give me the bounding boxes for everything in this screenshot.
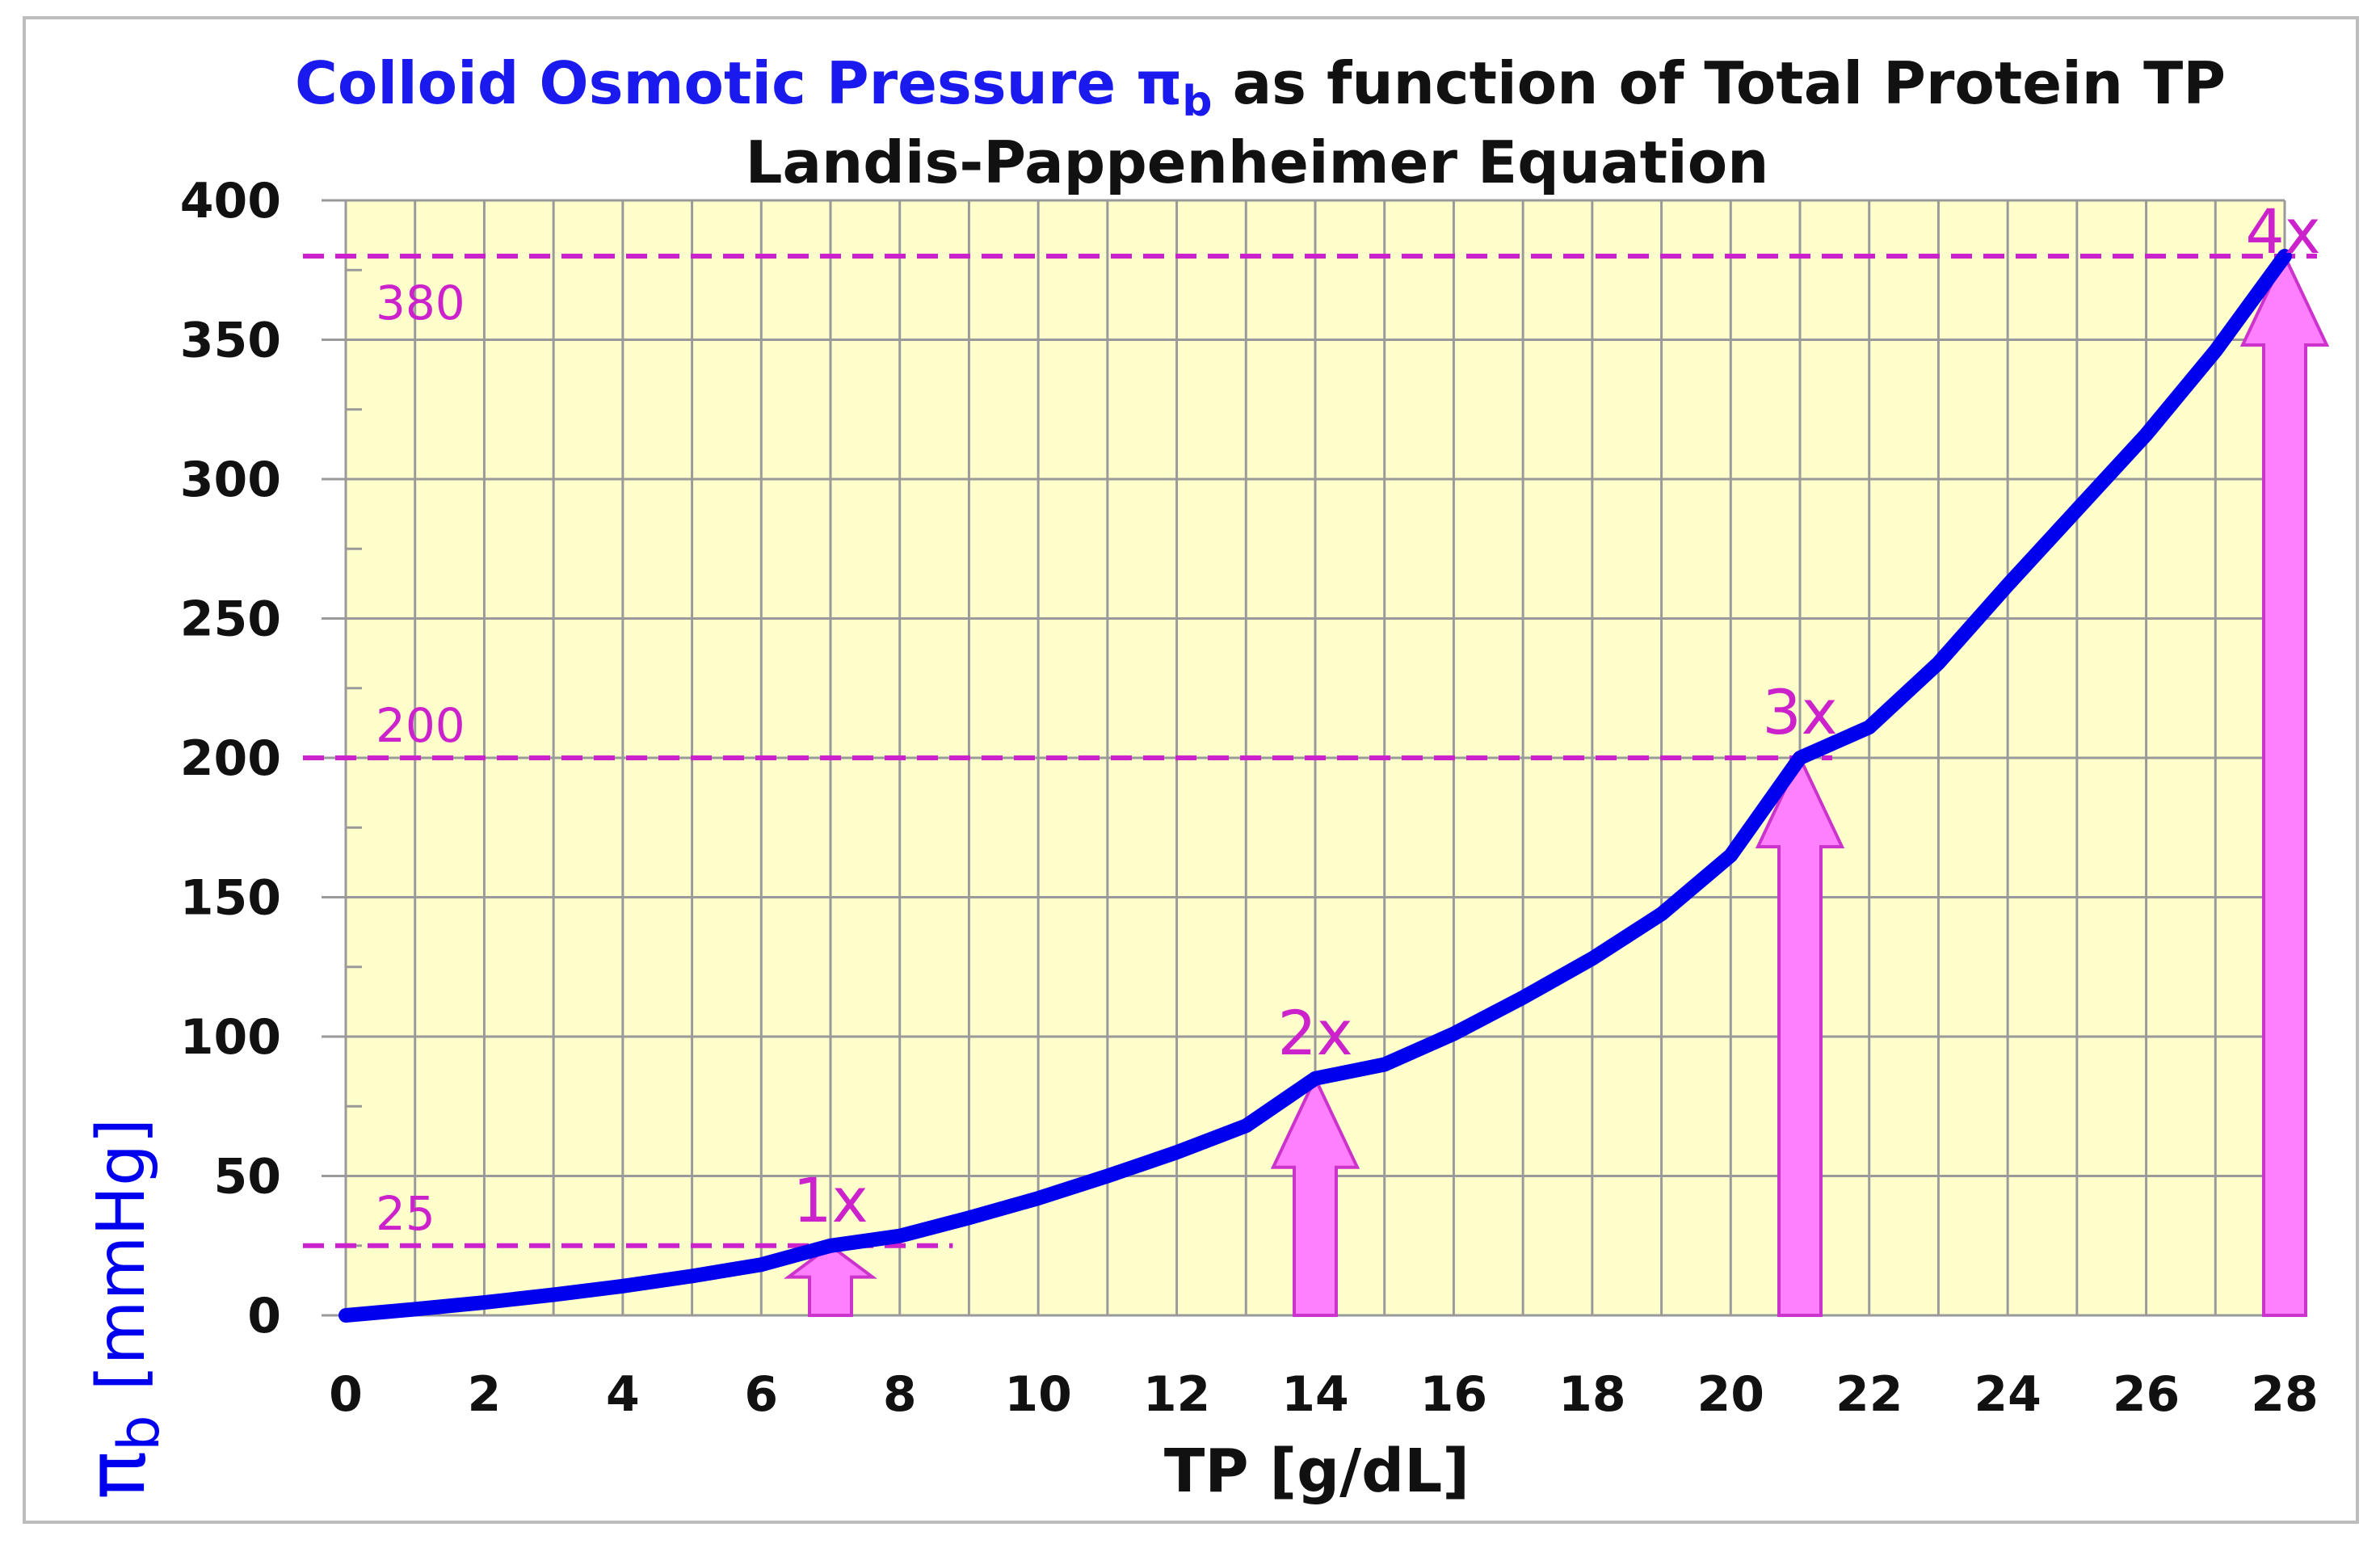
reference-label-380: 380 (376, 276, 465, 330)
data-point (966, 1215, 972, 1221)
y-tick-label: 0 (247, 1288, 281, 1344)
data-point (1174, 1150, 1179, 1155)
data-point (412, 1306, 418, 1312)
data-point (1936, 660, 1941, 666)
multiplier-label-4x: 4x (2245, 196, 2320, 267)
data-point (1589, 956, 1595, 961)
data-point (1798, 755, 1802, 760)
marker-arrows (783, 252, 2330, 1317)
multiplier-labels: 1x 2x 3x 4x (793, 196, 2320, 1236)
arrow-1x (783, 1243, 878, 1317)
data-point (1520, 995, 1526, 1000)
reference-label-25: 25 (376, 1186, 435, 1241)
x-tick-label: 26 (2113, 1366, 2180, 1423)
data-point (689, 1273, 695, 1279)
data-point (1659, 911, 1664, 917)
data-point (620, 1283, 625, 1289)
data-point (481, 1300, 487, 1306)
x-tick-label: 10 (1004, 1366, 1072, 1423)
data-point (897, 1233, 902, 1239)
data-point (551, 1292, 557, 1298)
title-part1: Colloid Osmotic Pressure π (295, 49, 1182, 117)
svg-text:πb[mmHg]: πb [mmHg] (69, 1118, 172, 1500)
y-tick-label: 50 (214, 1149, 282, 1205)
y-tick-label: 250 (180, 591, 281, 648)
x-axis-title: TP [g/dL] (1164, 1437, 1470, 1506)
x-tick-label: 4 (606, 1366, 640, 1423)
x-tick-label: 0 (329, 1366, 363, 1423)
data-point (2282, 254, 2287, 259)
data-point (1866, 725, 1872, 730)
x-tick-label: 28 (2251, 1366, 2319, 1423)
data-point (1036, 1196, 1041, 1201)
data-point (759, 1262, 764, 1268)
data-point (1451, 1031, 1457, 1037)
arrow-2x (1270, 1075, 1360, 1317)
y-axis-title: πb [mmHg] (69, 1118, 172, 1500)
arrow-3x (1755, 754, 1845, 1317)
y-tick-label: 350 (180, 313, 281, 369)
data-point (2005, 583, 2011, 588)
x-tick-label: 12 (1143, 1366, 1211, 1423)
x-tick-label: 2 (468, 1366, 502, 1423)
y-tick-label: 200 (180, 730, 281, 787)
reference-label-200: 200 (376, 698, 465, 753)
x-tick-label: 18 (1558, 1366, 1626, 1423)
data-point (2213, 348, 2218, 354)
x-tick-label: 22 (1835, 1366, 1903, 1423)
data-point (828, 1243, 833, 1248)
x-tick-label: 6 (744, 1366, 778, 1423)
data-point (2143, 431, 2149, 437)
title-part2: as function of Total Protein TP (1213, 49, 2226, 117)
title-subscript: b (1182, 78, 1212, 126)
chart-title: Colloid Osmotic Pressure πb as function … (295, 49, 2226, 126)
data-point (343, 1313, 348, 1318)
x-tick-label: 14 (1281, 1366, 1349, 1423)
multiplier-label-2x: 2x (1277, 997, 1352, 1069)
y-tick-label: 100 (180, 1009, 281, 1066)
data-point (1243, 1123, 1249, 1129)
y-tick-label: 150 (180, 870, 281, 927)
y-tick-labels: 0 50 100 150 200 250 300 350 400 (180, 173, 281, 1344)
y-tick-label: 300 (180, 452, 281, 508)
multiplier-label-1x: 1x (793, 1164, 868, 1236)
multiplier-label-3x: 3x (1762, 676, 1837, 748)
y-axis-symbol: π (69, 1451, 163, 1500)
x-tick-label: 20 (1697, 1366, 1765, 1423)
x-tick-label: 16 (1420, 1366, 1488, 1423)
x-tick-labels: 0 2 4 6 8 10 12 14 16 18 20 22 24 26 28 (329, 1366, 2319, 1423)
data-point (1313, 1075, 1318, 1081)
reference-lines: 25 200 380 (303, 254, 2317, 1248)
x-tick-label: 24 (1974, 1366, 2042, 1423)
y-tick-label: 400 (180, 173, 281, 229)
y-axis-unit: [mmHg] (83, 1118, 160, 1390)
chart-subtitle: Landis-Pappenheimer Equation (746, 128, 1769, 196)
arrow-4x (2239, 252, 2330, 1317)
data-point (2074, 507, 2079, 512)
x-tick-label: 8 (883, 1366, 917, 1423)
y-axis-subscript: b (106, 1415, 172, 1450)
data-point (1104, 1173, 1110, 1179)
data-points (343, 254, 2287, 1318)
data-point (1728, 852, 1734, 858)
data-point (1381, 1062, 1387, 1067)
